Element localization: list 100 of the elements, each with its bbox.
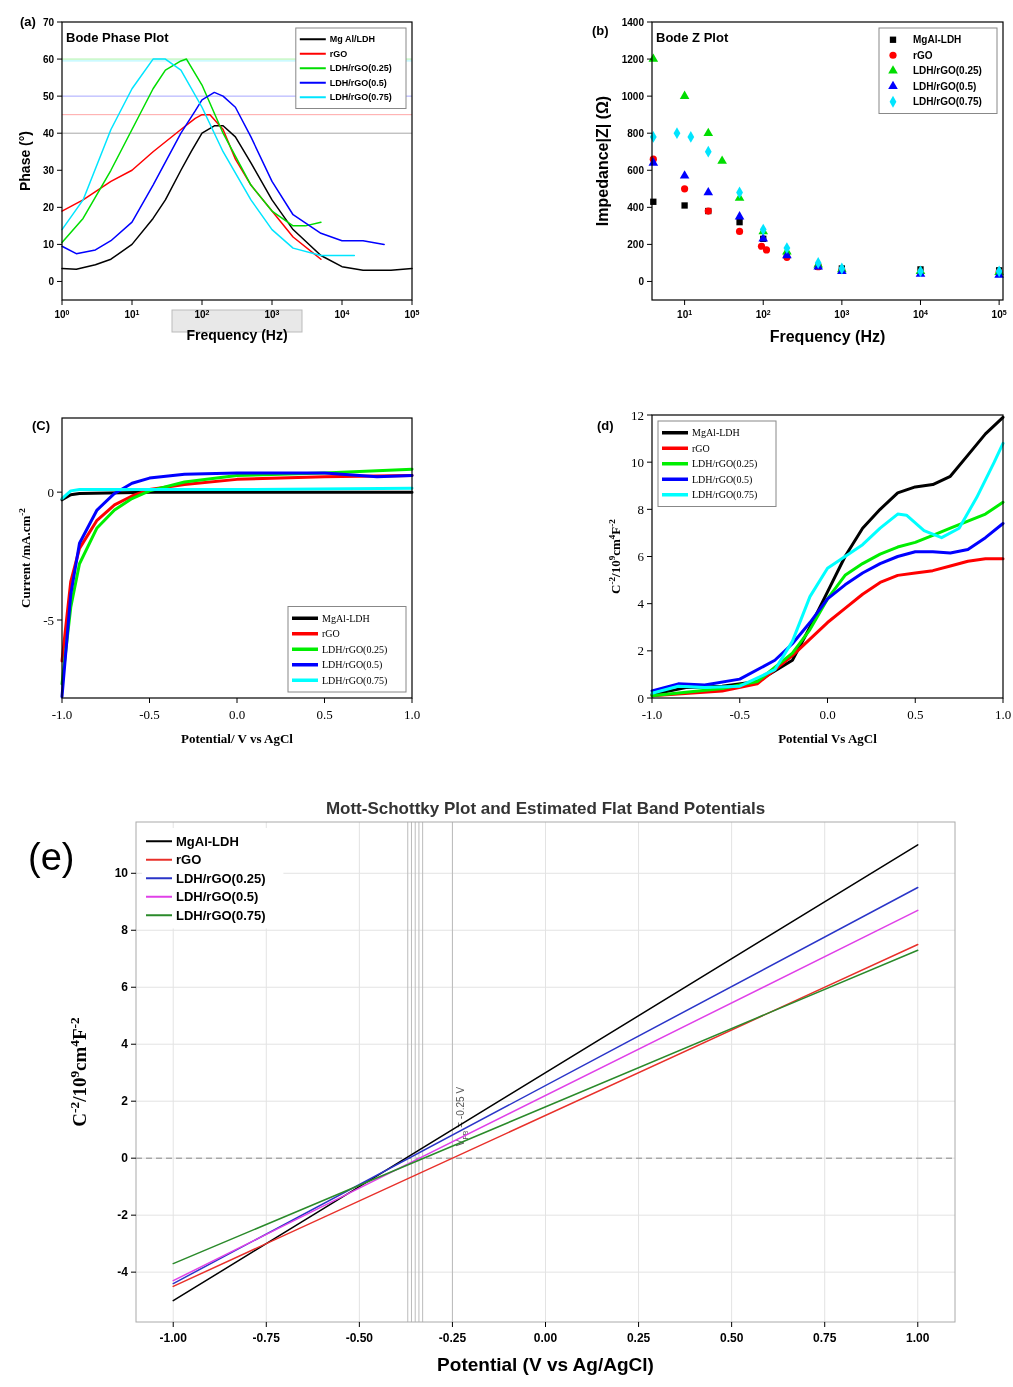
- x-tick-label: -1.0: [51, 707, 73, 722]
- y-tick-label: 20: [42, 201, 55, 213]
- text: Bode Z Plot: [656, 30, 729, 45]
- x-tick-label: 10$^{0}$: [54, 308, 70, 320]
- y-tick-label: 2: [637, 643, 644, 659]
- legend-label: LDH/rGO(0.75): [322, 674, 388, 687]
- legend-label: LDH/rGO(0.25): [913, 65, 982, 77]
- y-axis-title: Impedance|Z| (Ω): [594, 95, 611, 227]
- y-tick-label: 800: [627, 127, 645, 139]
- x-tick-label: 0.50: [719, 1331, 744, 1345]
- legend-label: LDH/rGO(0.75): [913, 96, 982, 108]
- y-tick-label: 12: [631, 407, 644, 423]
- legend-label: LDH/rGO(0.25): [692, 458, 758, 471]
- legend-label: LDH/rGO(0.5): [322, 659, 383, 672]
- x-tick-label: 1.0: [994, 707, 1012, 722]
- x-tick-label: 0.00: [533, 1331, 558, 1345]
- legend-label: LDH/rGO(0.5): [329, 77, 387, 88]
- y-tick-label: 10: [114, 866, 129, 881]
- text: Bode Phase Plot: [66, 30, 170, 45]
- y-tick-label: 6: [637, 549, 645, 565]
- y-tick-label: 600: [627, 164, 645, 176]
- x-tick-label: 10$^{3}$: [834, 308, 850, 320]
- legend-label: LDH/rGO(0.75): [692, 489, 758, 502]
- x-tick-label: 10$^{2}$: [194, 308, 210, 320]
- legend-label: LDH/rGO(0.25): [176, 870, 266, 886]
- legend-label: rGO: [329, 48, 348, 59]
- legend-label: LDH/rGO(0.75): [329, 92, 392, 103]
- y-tick-label: 0: [48, 275, 55, 287]
- chart-title: Mott-Schottky Plot and Estimated Flat Band Potentials: [325, 799, 766, 818]
- y-tick-label: 400: [627, 201, 645, 213]
- x-tick-label: -0.5: [139, 707, 160, 722]
- y-tick-label: 60: [42, 53, 55, 65]
- legend-label: LDH/rGO(0.25): [329, 63, 392, 74]
- x-axis-title: Potential Vs AgCl: [778, 731, 878, 746]
- legend-label: rGO: [176, 852, 202, 868]
- x-tick-label: -1.0: [641, 707, 663, 722]
- x-tick-label: -0.5: [729, 707, 751, 722]
- x-tick-label: -0.75: [252, 1331, 281, 1345]
- text: (b): [592, 23, 609, 38]
- x-axis-title: Frequency (Hz): [769, 328, 886, 345]
- x-tick-label: -0.25: [438, 1331, 467, 1345]
- y-tick-label: 6: [121, 980, 129, 995]
- y-tick-label: 4: [121, 1037, 129, 1052]
- x-tick-label: 1.0: [403, 707, 421, 722]
- x-tick-label: 0.75: [813, 1331, 837, 1345]
- legend-label: LDH/rGO(0.75): [176, 907, 266, 923]
- y-tick-label: 8: [121, 923, 129, 938]
- y-tick-label: -5: [43, 612, 54, 628]
- y-tick-label: 8: [637, 501, 644, 517]
- y-tick-label: -4: [117, 1265, 129, 1280]
- x-axis-title: Potential (V vs Ag/AgCl): [437, 1354, 654, 1375]
- y-tick-label: 2: [121, 1094, 129, 1109]
- legend-label: MgAl-LDH: [322, 612, 370, 624]
- y-tick-label: 1200: [621, 53, 645, 65]
- legend-label: rGO: [913, 49, 933, 61]
- x-tick-label: 10$^{3}$: [264, 308, 280, 320]
- legend-label: LDH/rGO(0.5): [913, 80, 977, 92]
- x-tick-label: -1.00: [159, 1331, 188, 1345]
- x-tick-label: 0.25: [626, 1331, 651, 1345]
- x-tick-label: -0.50: [345, 1331, 374, 1345]
- x-tick-label: 1.00: [906, 1331, 930, 1345]
- legend-label: LDH/rGO(0.5): [176, 889, 259, 905]
- x-tick-label: 0.0: [228, 707, 246, 722]
- x-tick-label: 10$^{2}$: [755, 308, 771, 320]
- y-axis-title: Phase (°): [17, 130, 33, 192]
- x-tick-label: 0.0: [819, 707, 836, 722]
- x-axis-title: Frequency (Hz): [186, 327, 288, 343]
- x-tick-label: 10$^{5}$: [991, 308, 1007, 320]
- x-tick-label: 10$^{5}$: [404, 308, 420, 320]
- y-tick-label: 200: [627, 238, 645, 250]
- x-tick-label: 10$^{4}$: [334, 308, 350, 320]
- x-tick-label: 10$^{1}$: [677, 308, 693, 320]
- y-tick-label: 30: [42, 164, 55, 176]
- text: (C): [32, 418, 51, 433]
- legend-label: LDH/rGO(0.25): [322, 643, 388, 656]
- y-tick-label: 0: [637, 690, 644, 706]
- legend-label: LDH/rGO(0.5): [692, 473, 753, 486]
- y-tick-label: 40: [42, 127, 55, 139]
- legend-label: MgAl-LDH: [692, 427, 740, 439]
- x-tick-label: 10$^{4}$: [912, 308, 929, 320]
- x-tick-label: 0.5: [316, 707, 333, 722]
- y-tick-label: 0: [47, 484, 54, 500]
- y-tick-label: 0: [121, 1151, 129, 1166]
- y-tick-label: 1000: [621, 90, 645, 102]
- x-tick-label: 0.5: [907, 707, 924, 722]
- y-tick-label: 50: [42, 90, 55, 102]
- legend-label: MgAl-LDH: [176, 833, 239, 849]
- legend-label: rGO: [322, 628, 340, 640]
- y-tick-label: 10: [42, 238, 55, 250]
- y-tick-label: 4: [637, 596, 645, 612]
- y-tick-label: 10: [631, 454, 644, 470]
- y-tick-label: 70: [42, 16, 55, 28]
- y-tick-label: 1400: [621, 16, 645, 28]
- y-tick-label: 0: [638, 275, 645, 287]
- text: (d): [597, 418, 614, 433]
- y-tick-label: -2: [117, 1208, 129, 1223]
- x-axis-title: Potential/ V vs AgCl: [181, 731, 294, 746]
- legend-label: MgAl-LDH: [913, 34, 962, 46]
- legend-label: Mg Al/LDH: [329, 34, 375, 45]
- text: (e): [28, 836, 75, 878]
